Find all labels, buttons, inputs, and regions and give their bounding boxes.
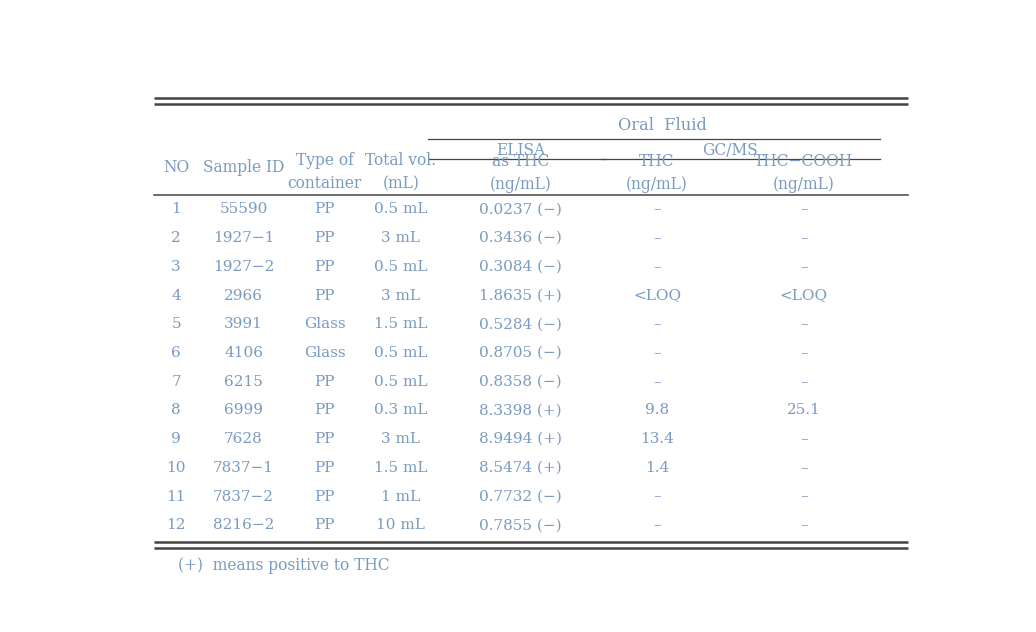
Text: 6215: 6215 (224, 375, 263, 389)
Text: 0.3 mL: 0.3 mL (374, 403, 428, 417)
Text: 0.8358 (−): 0.8358 (−) (480, 375, 562, 389)
Text: –: – (653, 231, 661, 245)
Text: –: – (653, 518, 661, 532)
Text: 2: 2 (171, 231, 181, 245)
Text: (+)  means positive to THC: (+) means positive to THC (178, 557, 390, 574)
Text: PP: PP (314, 375, 335, 389)
Text: 9: 9 (171, 432, 181, 446)
Text: PP: PP (314, 461, 335, 475)
Text: –: – (800, 202, 808, 216)
Text: 0.8705 (−): 0.8705 (−) (479, 346, 562, 360)
Text: 7837−1: 7837−1 (213, 461, 274, 475)
Text: 10 mL: 10 mL (376, 518, 426, 532)
Text: 7837−2: 7837−2 (213, 490, 274, 504)
Text: Glass: Glass (304, 346, 345, 360)
Text: Sample ID: Sample ID (203, 159, 284, 176)
Text: PP: PP (314, 202, 335, 216)
Text: 1: 1 (171, 202, 181, 216)
Text: ELISA: ELISA (496, 142, 545, 159)
Text: 4106: 4106 (224, 346, 263, 360)
Text: PP: PP (314, 490, 335, 504)
Text: 1927−1: 1927−1 (212, 231, 275, 245)
Text: NO: NO (163, 159, 190, 176)
Text: 3 mL: 3 mL (381, 432, 421, 446)
Text: 3991: 3991 (224, 317, 263, 331)
Text: 11: 11 (167, 490, 185, 504)
Text: –: – (653, 202, 661, 216)
Text: PP: PP (314, 231, 335, 245)
Text: Type of
container: Type of container (287, 152, 362, 192)
Text: –: – (653, 317, 661, 331)
Text: –: – (800, 518, 808, 532)
Text: –: – (800, 260, 808, 274)
Text: 0.5 mL: 0.5 mL (374, 375, 428, 389)
Text: 9.8: 9.8 (645, 403, 669, 417)
Text: 8.5474 (+): 8.5474 (+) (479, 461, 562, 475)
Text: PP: PP (314, 403, 335, 417)
Text: 7628: 7628 (224, 432, 263, 446)
Text: –: – (800, 461, 808, 475)
Text: 1.8635 (+): 1.8635 (+) (479, 289, 562, 303)
Text: –: – (653, 260, 661, 274)
Text: 8216−2: 8216−2 (212, 518, 275, 532)
Text: 1.5 mL: 1.5 mL (374, 461, 428, 475)
Text: 1.4: 1.4 (644, 461, 669, 475)
Text: <LOQ: <LOQ (780, 289, 828, 303)
Text: 3 mL: 3 mL (381, 231, 421, 245)
Text: –: – (800, 375, 808, 389)
Text: THC−COOH
(ng/mL): THC−COOH (ng/mL) (754, 153, 854, 193)
Text: 2966: 2966 (224, 289, 263, 303)
Text: Oral  Fluid: Oral Fluid (617, 118, 707, 135)
Text: 7: 7 (171, 375, 181, 389)
Text: 5: 5 (171, 317, 181, 331)
Text: 55590: 55590 (220, 202, 267, 216)
Text: as THC
(ng/mL): as THC (ng/mL) (490, 153, 551, 193)
Text: THC
(ng/mL): THC (ng/mL) (626, 153, 688, 193)
Text: –: – (800, 346, 808, 360)
Text: –: – (653, 375, 661, 389)
Text: 8.9494 (+): 8.9494 (+) (479, 432, 562, 446)
Text: –: – (800, 317, 808, 331)
Text: PP: PP (314, 260, 335, 274)
Text: 0.5 mL: 0.5 mL (374, 202, 428, 216)
Text: 0.5 mL: 0.5 mL (374, 346, 428, 360)
Text: 0.7732 (−): 0.7732 (−) (479, 490, 562, 504)
Text: 0.7855 (−): 0.7855 (−) (480, 518, 562, 532)
Text: 6999: 6999 (224, 403, 263, 417)
Text: 0.3084 (−): 0.3084 (−) (479, 260, 562, 274)
Text: <LOQ: <LOQ (633, 289, 681, 303)
Text: 1 mL: 1 mL (381, 490, 421, 504)
Text: 0.0237 (−): 0.0237 (−) (479, 202, 562, 216)
Text: 12: 12 (167, 518, 185, 532)
Text: 0.5 mL: 0.5 mL (374, 260, 428, 274)
Text: 25.1: 25.1 (787, 403, 821, 417)
Text: 10: 10 (167, 461, 185, 475)
Text: –: – (800, 231, 808, 245)
Text: 6: 6 (171, 346, 181, 360)
Text: PP: PP (314, 289, 335, 303)
Text: 13.4: 13.4 (640, 432, 674, 446)
Text: –: – (653, 490, 661, 504)
Text: 1927−2: 1927−2 (212, 260, 275, 274)
Text: 0.3436 (−): 0.3436 (−) (479, 231, 562, 245)
Text: –: – (653, 346, 661, 360)
Text: Total vol.
(mL): Total vol. (mL) (366, 152, 436, 192)
Text: 8: 8 (171, 403, 181, 417)
Text: 3: 3 (171, 260, 181, 274)
Text: 0.5284 (−): 0.5284 (−) (479, 317, 562, 331)
Text: PP: PP (314, 518, 335, 532)
Text: 1.5 mL: 1.5 mL (374, 317, 428, 331)
Text: GC/MS: GC/MS (702, 142, 758, 159)
Text: 8.3398 (+): 8.3398 (+) (480, 403, 562, 417)
Text: –: – (800, 490, 808, 504)
Text: Glass: Glass (304, 317, 345, 331)
Text: PP: PP (314, 432, 335, 446)
Text: 4: 4 (171, 289, 181, 303)
Text: –: – (800, 432, 808, 446)
Text: 3 mL: 3 mL (381, 289, 421, 303)
